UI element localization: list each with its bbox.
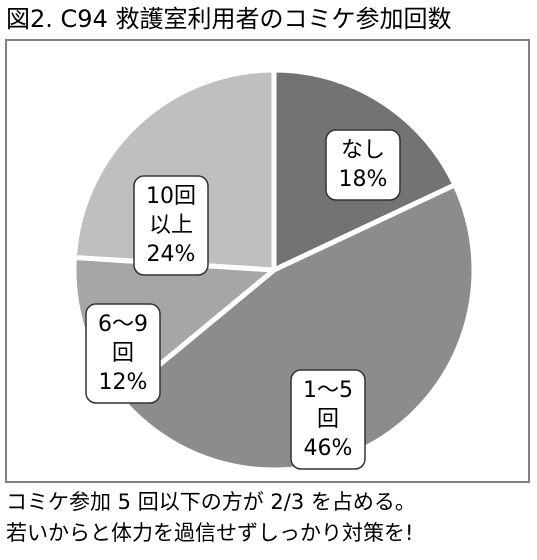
category-label-1-5: 回: [317, 407, 339, 432]
pie-slice-1-5: [117, 182, 477, 473]
value-label-10plus: 24%: [147, 242, 196, 267]
slice-label-1-5: 1～5 回 46%: [290, 369, 366, 470]
chart-title: 図2. C94 救護室利用者のコミケ参加回数: [6, 5, 452, 33]
slice-label-nashi: なし 18%: [325, 129, 401, 201]
category-label-nashi: なし: [341, 138, 385, 163]
chart-frame: なし 18% 1～5 回 46% 6～9 回 12% 10回以上 24%: [5, 39, 530, 483]
caption: コミケ参加 5 回以下の方が 2/3 を占める。 若いからと体力を過信せずしっか…: [6, 487, 416, 549]
category-label-10plus: 10回: [146, 184, 196, 209]
label-box-1-5: [290, 369, 366, 470]
category-label-6-9: 回: [112, 341, 134, 366]
label-box-6-9: [85, 303, 161, 404]
value-label-1-5: 46%: [304, 436, 353, 461]
pie-slice-10plus: [71, 67, 277, 273]
slice-label-6-9: 6～9 回 12%: [85, 303, 161, 404]
value-label-6-9: 12%: [99, 370, 148, 395]
category-label-1-5: 1～5: [303, 378, 353, 403]
category-label-10plus: 以上: [149, 213, 193, 238]
label-box-10plus: [133, 175, 209, 276]
label-box-nashi: [325, 129, 401, 201]
category-label-6-9: 6～9: [98, 312, 148, 337]
caption-line-2: 若いからと体力を過信せずしっかり対策を!: [6, 521, 414, 545]
caption-line-1: コミケ参加 5 回以下の方が 2/3 を占める。: [6, 490, 416, 514]
value-label-nashi: 18%: [339, 167, 388, 192]
